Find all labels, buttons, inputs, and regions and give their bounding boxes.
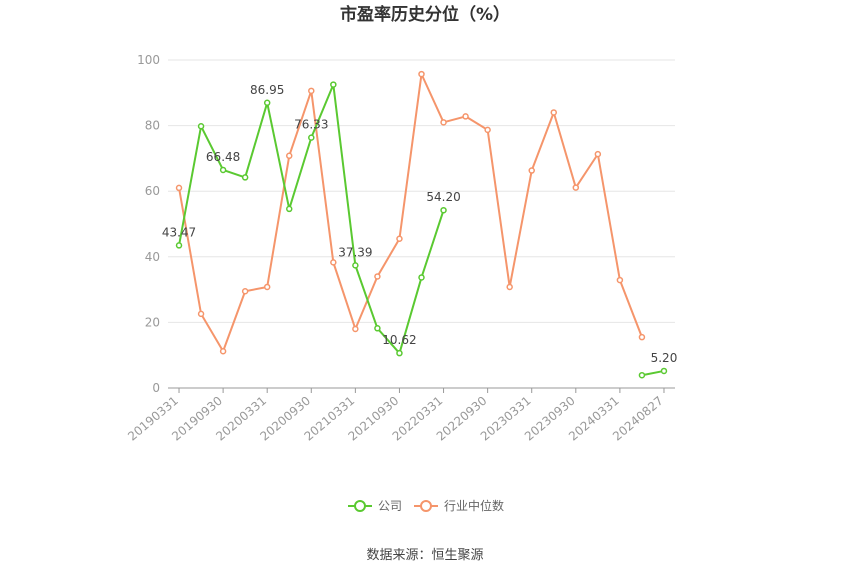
data-point xyxy=(484,126,491,134)
data-point xyxy=(352,262,359,269)
data-point xyxy=(330,81,337,88)
data-point xyxy=(374,325,381,332)
data-point xyxy=(197,123,205,130)
y-tick-label: 80 xyxy=(145,119,160,133)
data-point xyxy=(175,242,183,249)
data-point xyxy=(219,166,227,174)
data-label: 54.20 xyxy=(426,190,460,204)
y-tick-label: 20 xyxy=(145,315,160,329)
data-point xyxy=(396,235,403,243)
data-point xyxy=(197,310,205,318)
y-tick-label: 40 xyxy=(145,250,160,264)
data-point xyxy=(440,119,447,126)
y-axis: 0 20 40 60 80 100 xyxy=(137,53,160,395)
y-tick-label: 0 xyxy=(152,381,160,395)
legend-item-industry-median[interactable]: 行业中位数 xyxy=(414,498,504,513)
legend-label-industry-median: 行业中位数 xyxy=(444,498,504,513)
series-layer xyxy=(175,70,668,379)
data-point xyxy=(175,184,183,192)
series-line xyxy=(178,73,643,353)
data-point xyxy=(616,276,624,284)
data-point xyxy=(418,70,425,78)
series-industry-median xyxy=(175,70,646,355)
y-tick-label: 60 xyxy=(145,184,160,198)
data-label: 5.20 xyxy=(651,351,678,365)
data-labels: 43.47 66.48 86.95 76.33 37.39 10.62 54.20 5.20 xyxy=(162,83,677,365)
data-point xyxy=(352,325,359,333)
data-point xyxy=(506,283,513,291)
legend[interactable]: 公司 行业中位数 xyxy=(348,498,504,513)
data-point xyxy=(528,167,535,174)
data-label: 66.48 xyxy=(206,150,240,164)
data-point xyxy=(285,152,293,160)
data-point xyxy=(241,174,249,181)
chart-title: 市盈率历史分位（%） xyxy=(340,4,510,25)
data-point xyxy=(330,259,337,266)
legend-item-company[interactable]: 公司 xyxy=(348,499,402,513)
data-point xyxy=(440,206,447,214)
grid-lines xyxy=(168,59,675,323)
data-label: 10.62 xyxy=(382,333,416,347)
data-point xyxy=(308,134,315,141)
data-point xyxy=(396,349,403,357)
data-point xyxy=(638,333,646,341)
data-point xyxy=(418,274,425,281)
data-label: 37.39 xyxy=(338,245,372,259)
data-point xyxy=(660,367,668,375)
data-point xyxy=(285,205,293,213)
y-tick-label: 100 xyxy=(137,53,160,67)
data-point xyxy=(572,184,580,191)
data-point xyxy=(594,150,602,158)
data-point xyxy=(308,87,315,95)
series-company xyxy=(175,81,668,379)
data-point xyxy=(550,109,558,116)
data-source: 数据来源：恒生聚源 xyxy=(366,548,483,563)
series-line xyxy=(641,369,665,377)
x-axis: 2019033120190930202003312020093020210331… xyxy=(125,387,675,444)
legend-label-company: 公司 xyxy=(378,499,402,513)
data-label: 43.47 xyxy=(162,225,196,239)
data-point xyxy=(263,283,271,291)
data-point xyxy=(462,113,469,120)
data-point xyxy=(638,371,646,379)
data-point xyxy=(374,273,381,280)
data-point xyxy=(241,287,249,295)
data-point xyxy=(263,99,271,107)
data-label: 86.95 xyxy=(250,83,284,97)
data-label: 76.33 xyxy=(294,118,328,132)
data-point xyxy=(219,348,227,355)
